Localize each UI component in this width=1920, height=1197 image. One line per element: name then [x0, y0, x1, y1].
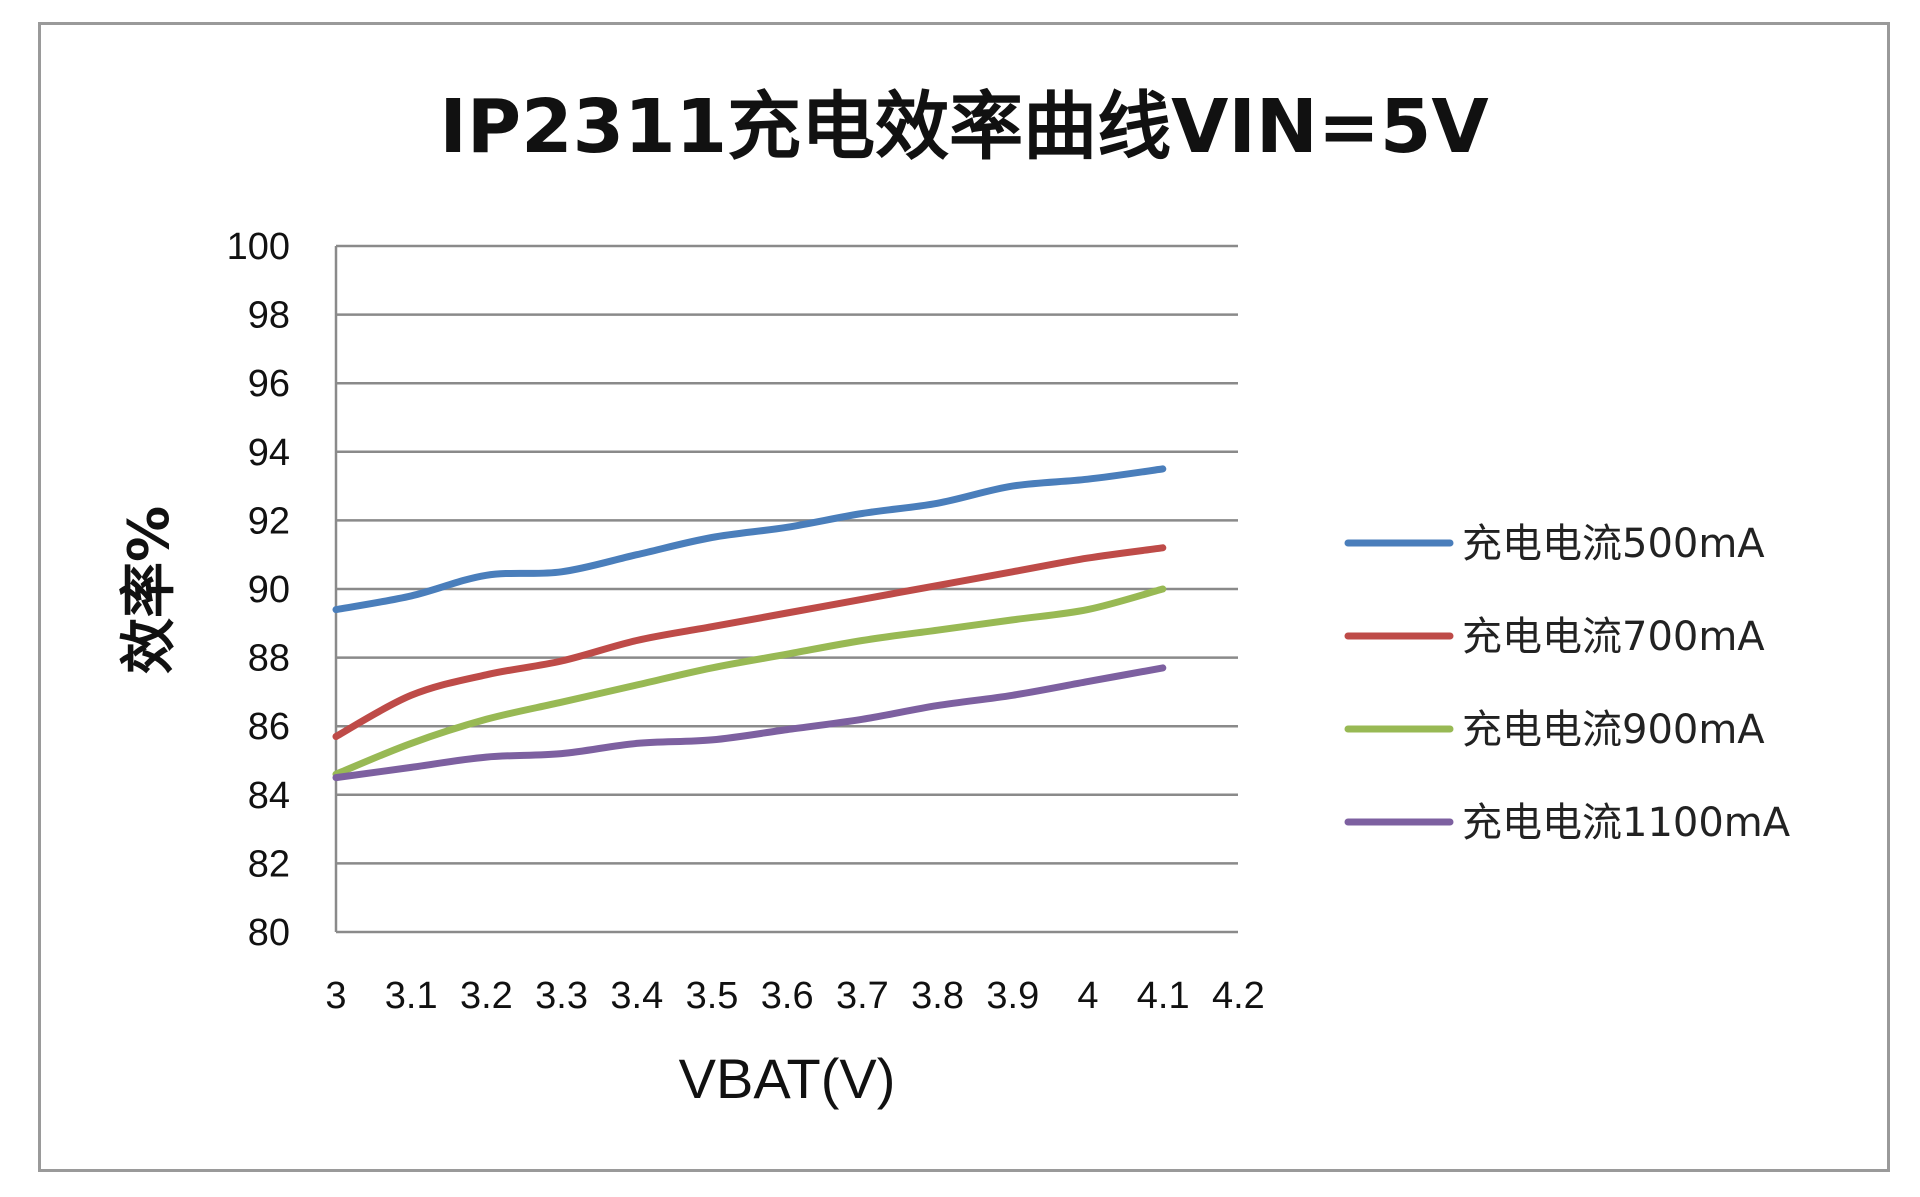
x-tick-labels: 3 3.1 3.2 3.3 3.4 3.5 3.6 3.7 3.8 3.9 4 4.1 4.2 — [325, 975, 1264, 1017]
legend-label: 充电电流500mA — [1462, 521, 1765, 567]
x-tick-label: 4 — [1077, 975, 1098, 1017]
chart-title: IP2311充电效率曲线VIN=5V — [439, 84, 1488, 170]
x-tick-label: 4.2 — [1212, 975, 1265, 1017]
axes — [334, 246, 1238, 934]
x-tick-label: 3.8 — [911, 975, 964, 1017]
y-tick-label: 100 — [227, 226, 290, 268]
legend-label: 充电电流700mA — [1462, 614, 1765, 660]
series-lines — [332, 465, 1167, 782]
x-axis-label: VBAT(V) — [679, 1047, 896, 1110]
y-tick-label: 98 — [248, 295, 290, 337]
x-tick-label: 3 — [325, 975, 346, 1017]
chart-frame — [38, 22, 1890, 1172]
y-tick-label: 86 — [248, 706, 290, 748]
x-tick-label: 3.9 — [986, 975, 1039, 1017]
x-tick-label: 3.2 — [460, 975, 513, 1017]
y-tick-label: 82 — [248, 843, 290, 885]
y-tick-label: 92 — [248, 500, 290, 542]
grid-lines — [336, 244, 1238, 865]
x-tick-label: 3.6 — [761, 975, 814, 1017]
x-tick-label: 3.3 — [535, 975, 588, 1017]
y-tick-label: 88 — [248, 638, 290, 680]
y-axis-label: 效率% — [117, 506, 182, 674]
y-tick-label: 90 — [248, 569, 290, 611]
series-line-2 — [332, 544, 1167, 740]
y-tick-label: 84 — [248, 775, 290, 817]
x-tick-label: 3.4 — [610, 975, 663, 1017]
x-tick-label: 3.1 — [385, 975, 438, 1017]
series-line-1 — [332, 465, 1167, 614]
legend: 充电电流500mA 充电电流700mA 充电电流900mA 充电电流1100mA — [1344, 521, 1791, 846]
x-tick-label: 3.7 — [836, 975, 889, 1017]
legend-label: 充电电流1100mA — [1462, 800, 1791, 846]
y-tick-labels: 100 98 96 94 92 90 88 86 84 82 80 — [227, 226, 290, 954]
x-tick-label: 3.5 — [686, 975, 739, 1017]
legend-label: 充电电流900mA — [1462, 707, 1765, 753]
series-line-4 — [332, 664, 1167, 782]
y-tick-label: 94 — [248, 432, 290, 474]
y-tick-label: 96 — [248, 363, 290, 405]
y-tick-label: 80 — [248, 912, 290, 954]
series-line-3 — [332, 585, 1167, 778]
x-tick-label: 4.1 — [1137, 975, 1190, 1017]
